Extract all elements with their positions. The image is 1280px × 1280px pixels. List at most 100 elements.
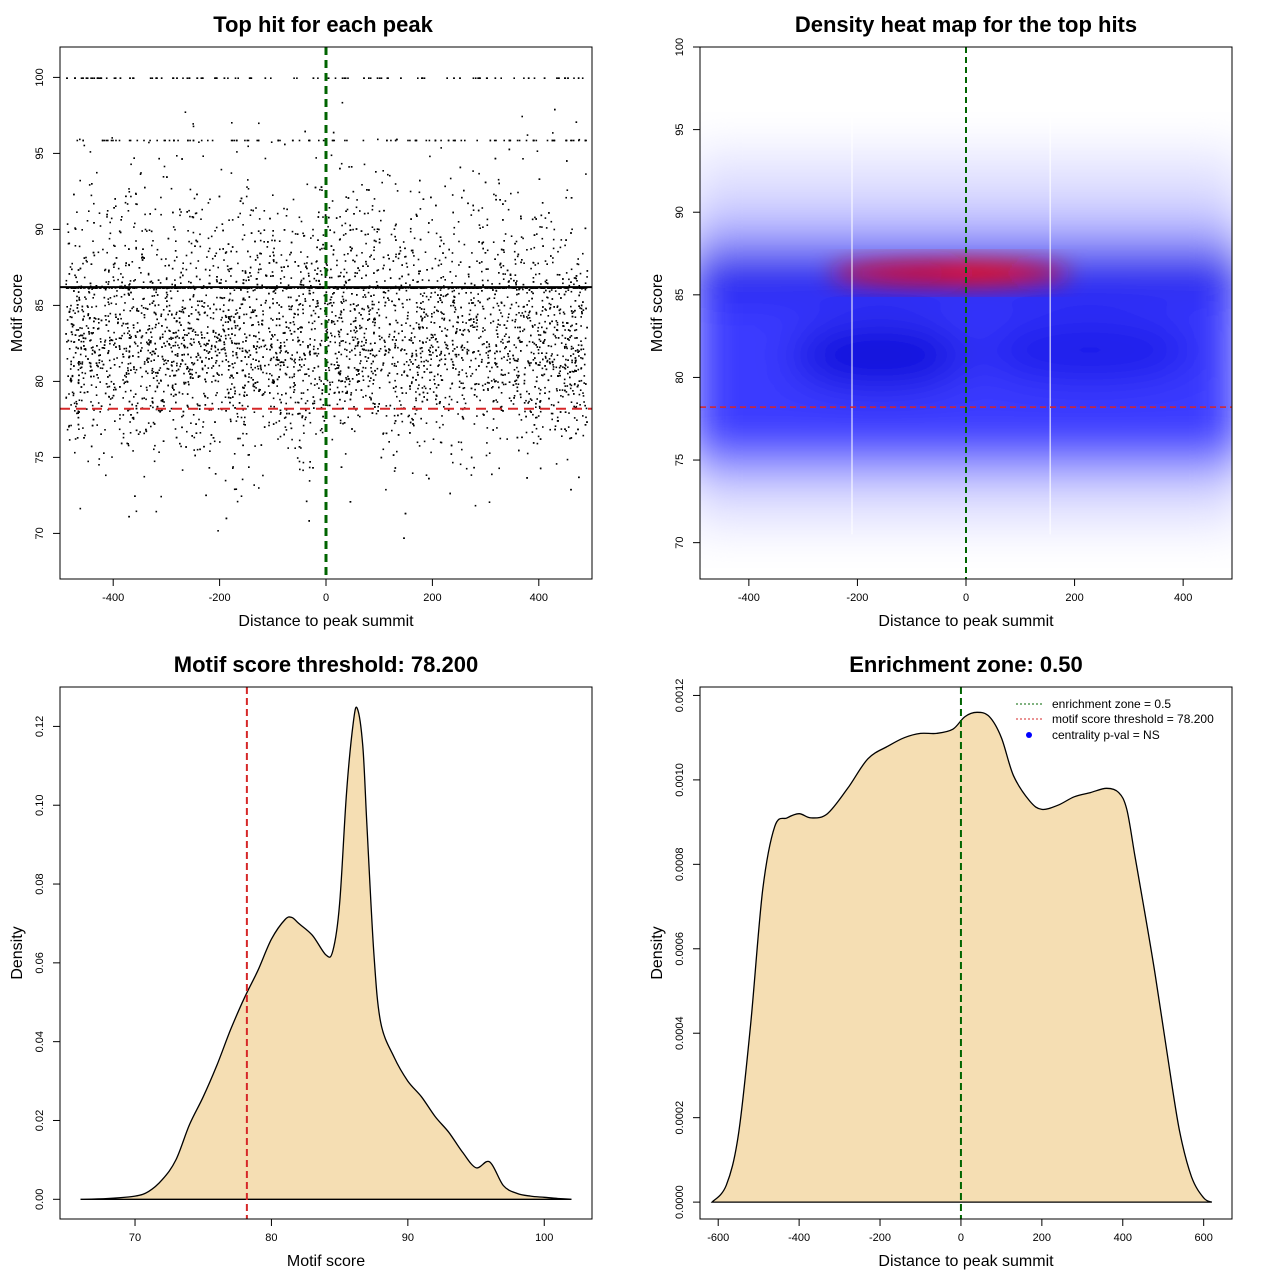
scatter-point — [548, 397, 550, 400]
scatter-point — [535, 139, 538, 142]
scatter-point — [264, 344, 267, 347]
scatter-point — [166, 176, 168, 178]
scatter-point — [252, 309, 254, 311]
scatter-point — [389, 287, 392, 290]
scatter-point — [320, 339, 323, 342]
scatter-point — [456, 321, 458, 323]
scatter-point — [157, 409, 160, 412]
scatter-point — [300, 281, 302, 283]
scatter-point — [278, 359, 280, 361]
scatter-point — [109, 403, 111, 406]
scatter-point — [272, 319, 274, 321]
scatter-point — [373, 246, 375, 248]
scatter-point — [243, 391, 246, 394]
scatter-point — [294, 313, 296, 315]
scatter-point — [230, 172, 233, 174]
scatter-point — [269, 255, 271, 257]
scatter-point — [515, 379, 518, 382]
scatter-point — [226, 388, 229, 391]
scatter-point — [333, 139, 335, 142]
scatter-point — [329, 298, 332, 301]
scatter-point — [502, 273, 504, 275]
scatter-point — [256, 278, 258, 280]
scatter-point — [123, 347, 126, 350]
scatter-point — [429, 296, 432, 298]
scatter-point — [136, 139, 139, 142]
scatter-point — [421, 319, 423, 322]
scatter-point — [307, 368, 310, 370]
scatter-point — [252, 209, 254, 212]
scatter-point — [530, 267, 532, 270]
scatter-point — [568, 284, 571, 287]
scatter-point — [517, 326, 519, 329]
scatter-point — [577, 368, 580, 371]
scatter-point — [562, 282, 564, 285]
scatter-point — [416, 371, 419, 374]
scatter-point — [290, 306, 293, 308]
scatter-point — [512, 357, 515, 360]
scatter-point — [258, 323, 260, 326]
scatter-point — [178, 310, 181, 312]
scatter-point — [342, 422, 344, 425]
scatter-point — [156, 77, 158, 79]
scatter-point — [542, 341, 544, 344]
scatter-point — [88, 361, 91, 364]
scatter-point — [143, 139, 145, 142]
scatter-point — [428, 477, 430, 480]
scatter-point — [487, 268, 489, 270]
scatter-point — [577, 263, 580, 266]
scatter-point — [91, 424, 94, 427]
scatter-point — [406, 317, 409, 320]
scatter-point — [87, 460, 89, 463]
scatter-point — [272, 356, 275, 359]
scatter-point — [351, 247, 353, 250]
scatter-point — [293, 373, 296, 375]
scatter-point — [421, 347, 423, 349]
scatter-point — [321, 431, 324, 434]
scatter-point — [309, 305, 311, 307]
scatter-point — [379, 77, 381, 79]
scatter-point — [578, 393, 581, 396]
scatter-point — [233, 139, 236, 142]
scatter-point — [369, 77, 372, 79]
scatter-point — [175, 320, 178, 322]
scatter-point — [99, 411, 101, 413]
scatter-point — [162, 358, 164, 360]
scatter-point — [255, 298, 258, 301]
scatter-point — [418, 323, 420, 326]
scatter-point — [464, 402, 467, 405]
scatter-point — [187, 381, 190, 383]
scatter-point — [563, 367, 566, 369]
scatter-point — [188, 240, 190, 243]
scatter-point — [211, 139, 214, 142]
scatter-point — [546, 296, 548, 299]
scatter-point — [579, 404, 581, 406]
scatter-point — [550, 412, 553, 415]
scatter-point — [359, 415, 361, 418]
scatter-point — [476, 395, 478, 398]
scatter-point — [244, 416, 246, 419]
scatter-point — [409, 230, 412, 233]
scatter-point — [475, 316, 478, 319]
scatter-point — [227, 77, 229, 79]
scatter-point — [365, 394, 367, 397]
scatter-point — [221, 297, 224, 300]
scatter-point — [514, 318, 517, 321]
scatter-point — [468, 319, 470, 321]
scatter-point — [175, 240, 177, 242]
scatter-point — [492, 241, 495, 243]
scatter-point — [269, 306, 271, 309]
scatter-point — [349, 380, 351, 383]
scatter-point — [141, 375, 143, 378]
scatter-point — [373, 332, 375, 335]
scatter-point — [124, 374, 126, 377]
scatter-point — [249, 316, 252, 319]
scatter-point — [440, 350, 443, 353]
scatter-point — [379, 348, 382, 350]
scatter-point — [234, 334, 236, 337]
scatter-point — [328, 207, 331, 209]
scatter-point — [199, 233, 201, 236]
scatter-point — [127, 327, 129, 329]
scatter-point — [314, 312, 317, 315]
scatter-point — [152, 240, 154, 242]
